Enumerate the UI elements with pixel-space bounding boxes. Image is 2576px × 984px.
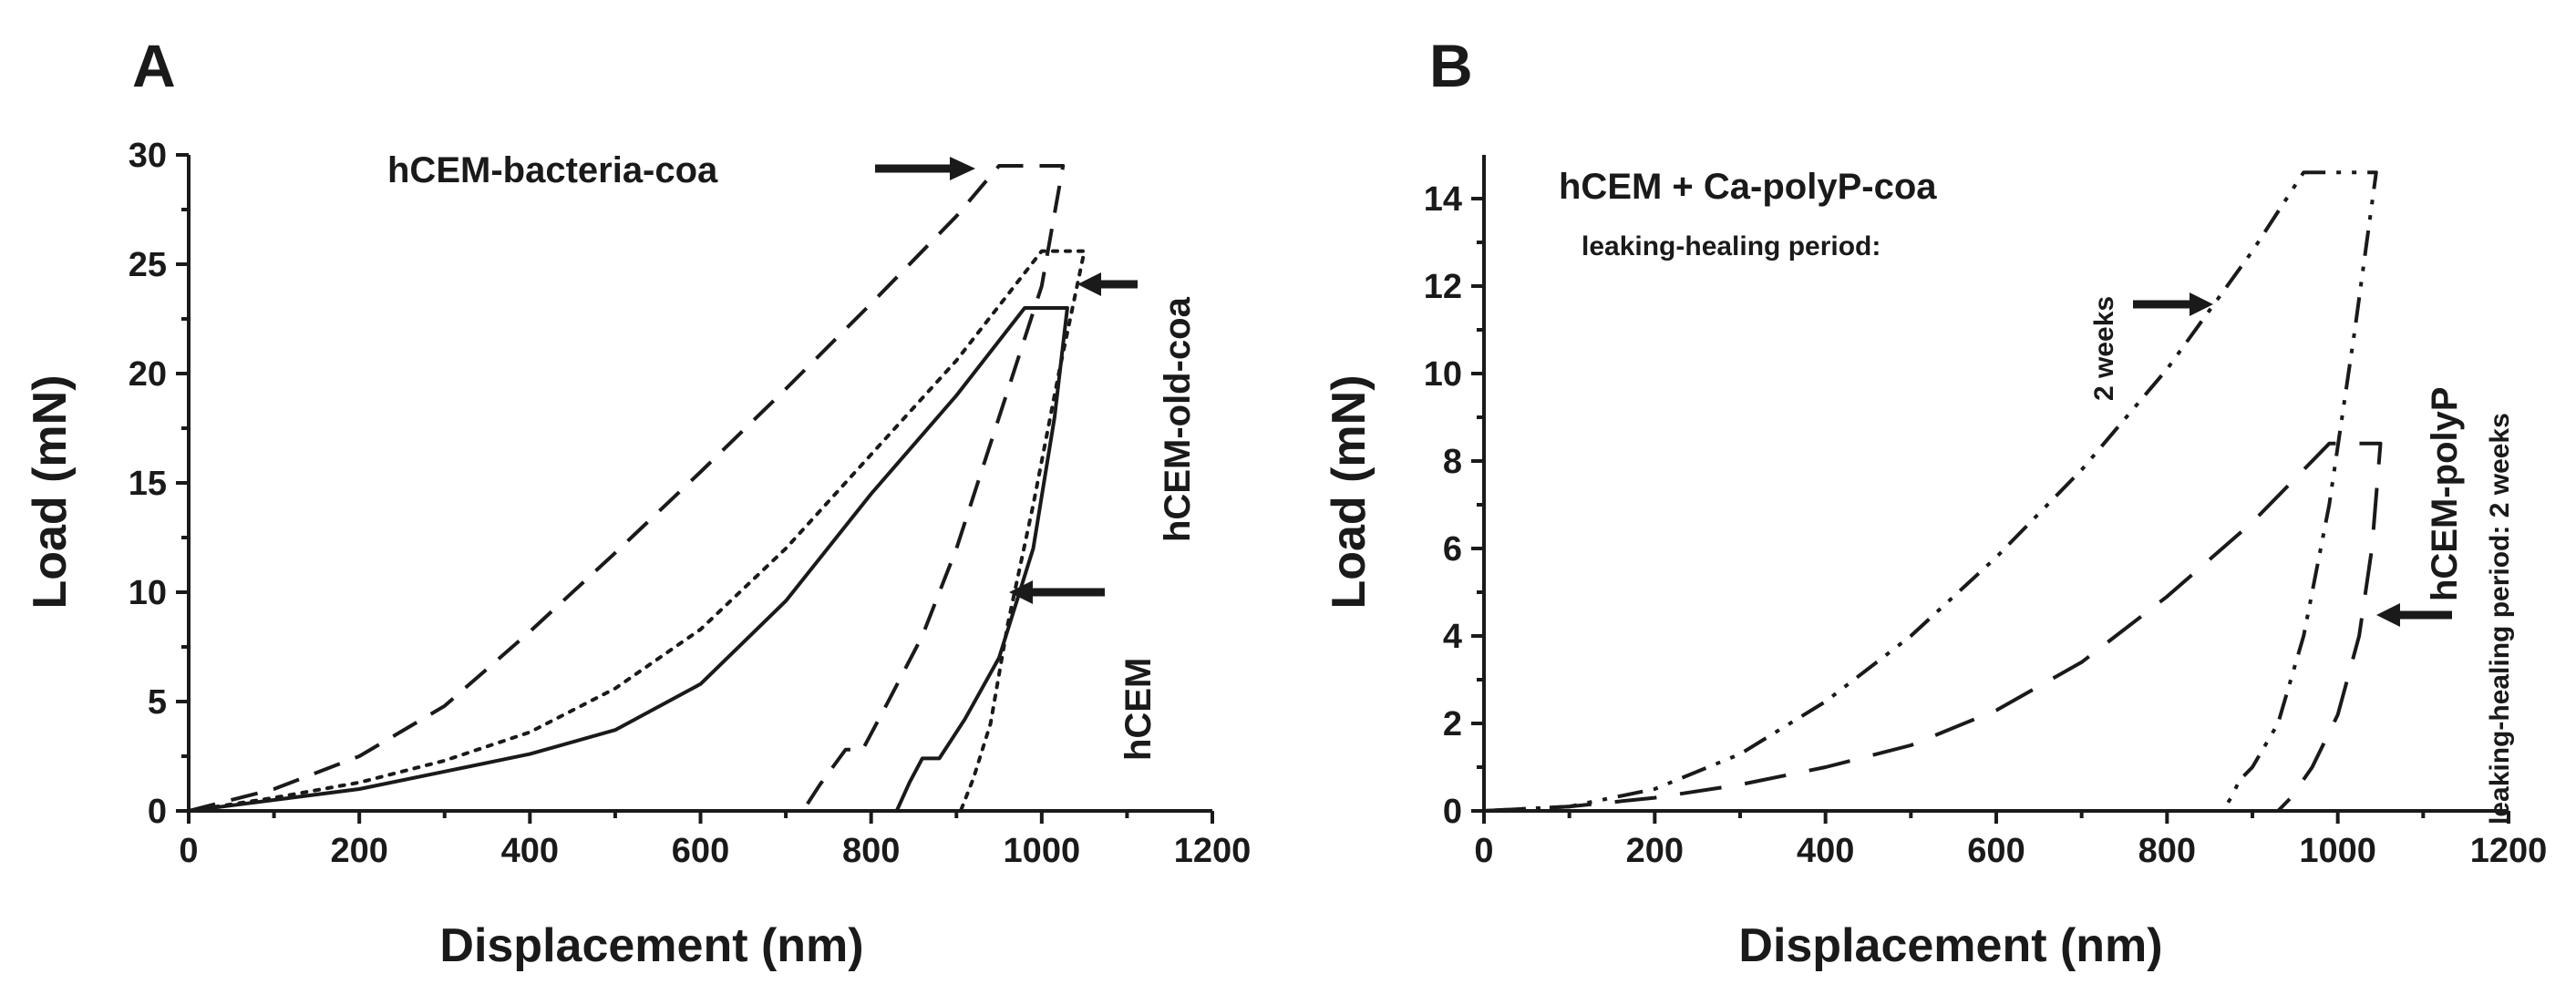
panel-b-y-tick-label: 4 bbox=[1443, 618, 1462, 656]
panel-b-series bbox=[1483, 170, 2383, 813]
label-hcem: hCEM bbox=[1118, 658, 1159, 761]
panel-a-x-axis-title: Displacement (nm) bbox=[439, 919, 863, 972]
panel-b-y-tick-label: 2 bbox=[1443, 705, 1462, 743]
panel-a-x-tick-label: 1000 bbox=[1004, 832, 1081, 870]
panel-b-x-tick-label: 600 bbox=[1967, 832, 2025, 870]
panel-b-x-tick-label: 400 bbox=[1797, 832, 1854, 870]
panel-a-y-tick-label: 20 bbox=[129, 355, 167, 394]
panel-letter-b: B bbox=[1429, 32, 1473, 99]
panel-b-y-tick-label: 0 bbox=[1443, 793, 1462, 831]
arrow-hcem-bacteria-coa bbox=[875, 157, 975, 180]
panel-b-y-tick-label: 12 bbox=[1424, 268, 1462, 306]
series-hcem bbox=[188, 306, 1069, 813]
panel-a-y-tick-label: 25 bbox=[129, 246, 167, 284]
panel-b: B 0 200 400 600 800 1000 1200 0 2 4 6 8 10 12 14 Displ… bbox=[1323, 32, 2547, 972]
panel-a-x-tick-label: 1200 bbox=[1174, 832, 1252, 870]
panel-b-y-tick-label: 14 bbox=[1424, 180, 1462, 219]
panel-a-y-tick-label: 30 bbox=[129, 137, 167, 175]
panel-a-y-axis-title: Load (mN) bbox=[24, 374, 77, 609]
panel-a-y-tick-label: 10 bbox=[129, 574, 167, 612]
panel-b-x-tick-label: 1200 bbox=[2470, 832, 2548, 870]
label-leaking-healing-period: leaking-healing period: bbox=[1582, 231, 1880, 261]
panel-a-x-tick-label: 0 bbox=[179, 832, 198, 870]
panel-b-x-tick-label: 0 bbox=[1474, 832, 1493, 870]
label-hcem-ca-polyp-coa: hCEM + Ca-polyP-coa bbox=[1559, 167, 1937, 207]
panel-b-y-axis-title: Load (mN) bbox=[1323, 374, 1376, 609]
panel-a-x-tick-label: 400 bbox=[501, 832, 559, 870]
series-hcem-ca-polyp-coa-2-weeks bbox=[1483, 170, 2378, 813]
panel-a-x-tick-label: 200 bbox=[330, 832, 387, 870]
panel-letter-a: A bbox=[132, 32, 176, 99]
label-hcem-old-coa: hCEM-old-coa bbox=[1158, 296, 1198, 542]
panel-b-x-tick-label: 1000 bbox=[2299, 832, 2376, 870]
panel-a-y-tick-label: 5 bbox=[148, 683, 167, 722]
panel-b-y-tick-label: 8 bbox=[1443, 443, 1462, 481]
series-hcem-polyp-2-weeks bbox=[1483, 441, 2383, 813]
label-hcem-polyp: hCEM-polyP bbox=[2425, 386, 2465, 601]
panel-b-x-axis-title: Displacement (nm) bbox=[1738, 919, 2162, 972]
arrow-hcem-polyp bbox=[2376, 603, 2452, 627]
panel-b-x-tick-label: 200 bbox=[1626, 832, 1684, 870]
panel-a-x-tick-label: 800 bbox=[842, 832, 900, 870]
panel-b-x-tick-label: 800 bbox=[2138, 832, 2196, 870]
panel-a-axes: 0 200 400 600 800 1000 1200 0 5 10 15 20 25 30 bbox=[129, 137, 1252, 870]
panel-b-y-tick-label: 6 bbox=[1443, 530, 1462, 569]
panel-a-y-tick-label: 0 bbox=[148, 793, 167, 831]
arrow-hcem-old-coa bbox=[1077, 272, 1138, 296]
panel-a: A 0 200 400 600 800 1000 1200 0 5 10 15 20 25 30 Disp… bbox=[24, 32, 1251, 972]
panel-a-series bbox=[187, 164, 1087, 813]
label-hcem-bacteria-coa: hCEM-bacteria-coa bbox=[387, 150, 718, 190]
label-hcem-polyp-period: leaking-healing period: 2 weeks bbox=[2485, 413, 2515, 825]
panel-a-y-tick-label: 15 bbox=[129, 465, 167, 503]
panel-a-x-tick-label: 600 bbox=[672, 832, 729, 870]
panel-b-axes: 0 200 400 600 800 1000 1200 0 2 4 6 8 10 12 14 bbox=[1424, 155, 2548, 870]
arrow-two-weeks bbox=[2133, 292, 2213, 316]
label-two-weeks: 2 weeks bbox=[2089, 296, 2119, 401]
series-hcem-bacteria-coa bbox=[188, 164, 1066, 813]
series-hcem-old-coa bbox=[187, 249, 1087, 813]
arrow-hcem bbox=[1009, 580, 1105, 604]
panel-b-y-tick-label: 10 bbox=[1424, 355, 1462, 394]
